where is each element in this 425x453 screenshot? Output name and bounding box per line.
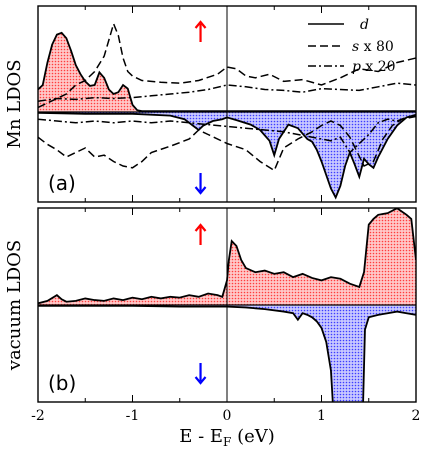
x-tick-labels: -2 -1 0 1 2 xyxy=(31,408,420,424)
legend-entry-d: d xyxy=(308,17,369,33)
x-axis-label: E - EF (eV) xyxy=(179,426,275,449)
legend-entry-p: p x 20 xyxy=(308,59,396,75)
panel-a-ticks xyxy=(37,6,417,202)
panel-b-spin-up-arrow-icon xyxy=(194,223,207,245)
panel-a-ylabel: Mn LDOS xyxy=(4,59,25,148)
legend-label-p: p x 20 xyxy=(352,59,396,75)
x-tick-label: -1 xyxy=(126,408,140,424)
panel-a-spin-markers xyxy=(194,20,207,195)
panel-a-spin-up-arrow-head xyxy=(194,20,207,29)
panel-b-ylabel: vacuum LDOS xyxy=(4,240,25,371)
panel-a-fill-down-1 xyxy=(38,112,416,198)
panel-b-series-vacuum-up xyxy=(38,208,416,305)
panel-b-spin-down-arrow-head xyxy=(194,376,207,385)
panel-b-series-vacuum-down xyxy=(38,304,416,402)
panel-a-label: (a) xyxy=(48,171,76,195)
panel-a-series-d-down xyxy=(38,112,416,200)
panel-a-series-sx80-up xyxy=(38,21,416,109)
panel-a-series-sx80-down xyxy=(38,115,416,172)
panel-b: vacuum LDOS (b) -2 -1 0 1 2 E - EF (eV) xyxy=(4,207,420,449)
panel-a-spin-down-arrow-icon xyxy=(194,173,207,195)
panel-a-spin-down-arrow-head xyxy=(194,186,207,195)
panel-b-label: (b) xyxy=(48,371,76,395)
panel-a-series-d-up xyxy=(38,31,416,112)
panel-a-legend: d s x 80 p x 20 xyxy=(308,17,396,75)
panel-a-spin-up-arrow-icon xyxy=(194,20,207,42)
panel-b-spin-up-arrow-head xyxy=(194,223,207,232)
legend-label-s: s x 80 xyxy=(352,39,394,55)
panel-b-spin-markers xyxy=(194,223,207,385)
x-tick-label: 1 xyxy=(317,408,326,424)
panel-a-fill-up-0 xyxy=(38,32,416,112)
panel-b-ticks xyxy=(37,208,417,402)
panel-b-spin-down-arrow-icon xyxy=(194,363,207,385)
legend-entry-s: s x 80 xyxy=(308,39,394,55)
panel-a: Mn LDOS (a) d s x 80 p x 20 xyxy=(4,5,417,203)
x-tick-label: 2 xyxy=(412,408,421,424)
x-tick-label: -2 xyxy=(31,408,45,424)
legend-label-d: d xyxy=(360,17,369,33)
x-tick-label: 0 xyxy=(223,408,232,424)
